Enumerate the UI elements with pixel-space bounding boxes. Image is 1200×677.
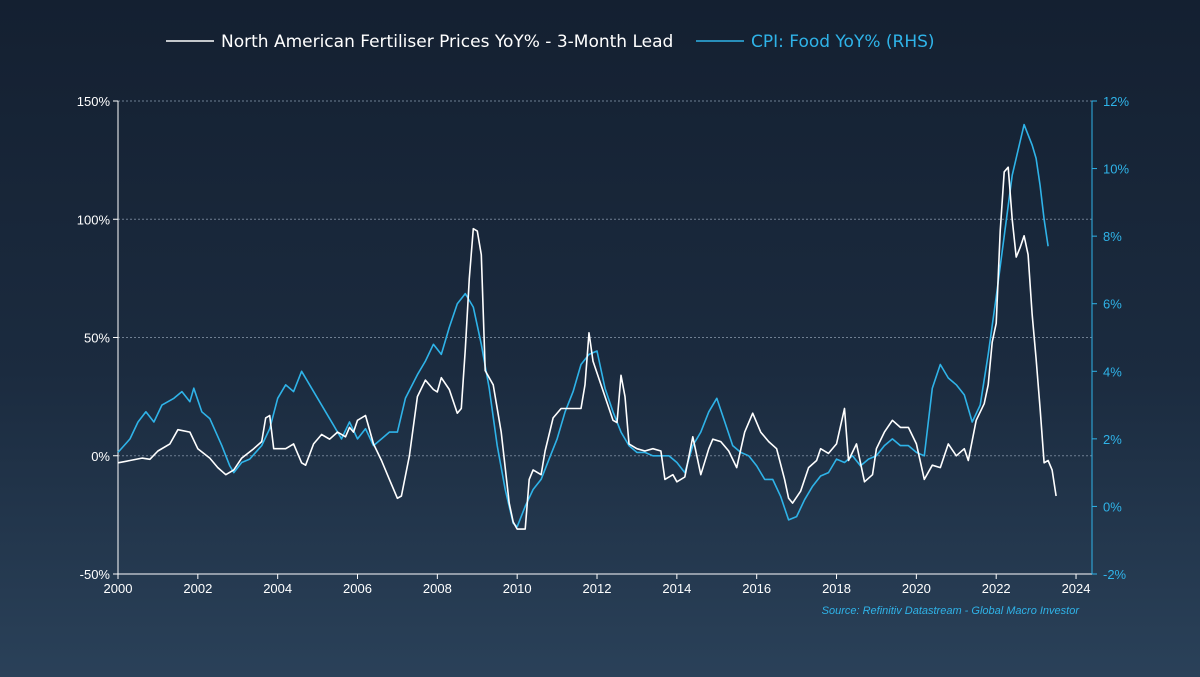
- x-tick-label: 2016: [742, 581, 771, 596]
- x-tick-label: 2014: [662, 581, 691, 596]
- x-tick-label: 2020: [902, 581, 931, 596]
- source-note: Source: Refinitiv Datastream - Global Ma…: [822, 605, 1081, 617]
- right-y-tick-label: 4%: [1103, 364, 1122, 379]
- left-y-tick-label: -50%: [80, 567, 111, 582]
- x-tick-label: 2002: [183, 581, 212, 596]
- right-y-tick-label: 12%: [1103, 94, 1129, 109]
- series-lines: [117, 123, 1057, 530]
- left-y-tick-label: 100%: [77, 212, 111, 227]
- x-tick-label: 2008: [423, 581, 452, 596]
- x-tick-label: 2004: [263, 581, 292, 596]
- left-y-tick-label: 0%: [91, 449, 110, 464]
- gridlines: [118, 100, 1092, 457]
- series-line-fertiliser: [117, 166, 1057, 530]
- right-y-tick-label: 0%: [1103, 499, 1122, 514]
- x-tick-label: 2000: [104, 581, 133, 596]
- x-tick-label: 2012: [583, 581, 612, 596]
- right-y-tick-label: 2%: [1103, 432, 1122, 447]
- x-tick-label: 2006: [343, 581, 372, 596]
- x-tick-label: 2018: [822, 581, 851, 596]
- legend-label-cpi-food: CPI: Food YoY% (RHS): [751, 32, 935, 52]
- legend: North American Fertiliser Prices YoY% - …: [166, 32, 935, 52]
- legend-label-fertiliser: North American Fertiliser Prices YoY% - …: [221, 32, 673, 52]
- right-y-axis-ticks: -2% 0% 2% 4% 6% 8% 10% 12%: [1092, 94, 1129, 582]
- axes: [117, 101, 1093, 575]
- x-tick-label: 2010: [503, 581, 532, 596]
- left-y-axis-ticks: -50% 0% 50% 100% 150%: [77, 94, 118, 582]
- left-y-tick-label: 150%: [77, 94, 111, 109]
- x-tick-label: 2024: [1062, 581, 1091, 596]
- x-tick-label: 2022: [982, 581, 1011, 596]
- left-y-tick-label: 50%: [84, 331, 110, 346]
- right-y-tick-label: 6%: [1103, 297, 1122, 312]
- right-y-tick-label: 8%: [1103, 229, 1122, 244]
- series-line-cpi-food: [117, 123, 1049, 528]
- x-axis-ticks: 2000 2002 2004 2006 2008 2010 2012 2014 2016 2018…: [104, 574, 1091, 596]
- right-y-tick-label: 10%: [1103, 162, 1129, 177]
- right-y-tick-label: -2%: [1103, 567, 1127, 582]
